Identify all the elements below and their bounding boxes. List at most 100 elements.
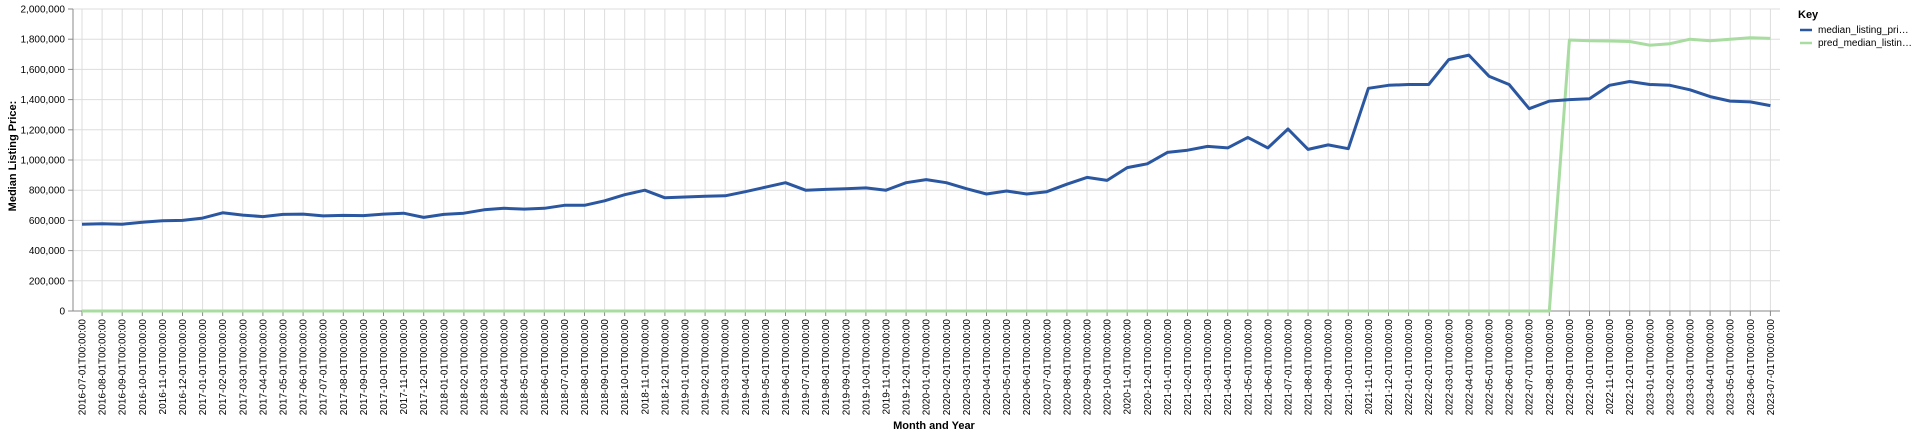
x-tick-label: 2021-02-01T00:00:00 xyxy=(1183,319,1194,416)
x-tick-label: 2016-08-01T00:00:00 xyxy=(98,319,109,416)
y-tick-label: 200,000 xyxy=(29,276,66,287)
y-tick-label: 1,200,000 xyxy=(21,125,66,136)
x-tick-label: 2023-04-01T00:00:00 xyxy=(1706,319,1717,416)
series-lines xyxy=(81,36,1771,313)
x-tick-label: 2018-12-01T00:00:00 xyxy=(660,319,671,416)
x-tick-label: 2019-02-01T00:00:00 xyxy=(701,319,712,416)
x-tick-label: 2016-10-01T00:00:00 xyxy=(138,319,149,416)
x-tick-label: 2022-11-01T00:00:00 xyxy=(1605,319,1616,415)
x-tick-label: 2018-05-01T00:00:00 xyxy=(520,319,531,416)
x-tick-label: 2019-04-01T00:00:00 xyxy=(741,319,752,416)
x-tick-label: 2017-03-01T00:00:00 xyxy=(238,319,249,416)
x-tick-label: 2021-11-01T00:00:00 xyxy=(1364,319,1375,415)
x-tick-label: 2022-10-01T00:00:00 xyxy=(1585,319,1596,416)
x-tick-label: 2021-09-01T00:00:00 xyxy=(1324,319,1335,416)
x-tick-label: 2020-12-01T00:00:00 xyxy=(1143,319,1154,416)
x-tick-label: 2020-03-01T00:00:00 xyxy=(962,319,973,416)
legend-label: pred_median_listin… xyxy=(1818,38,1912,49)
x-tick-label: 2019-06-01T00:00:00 xyxy=(781,319,792,416)
x-tick-label: 2023-02-01T00:00:00 xyxy=(1665,319,1676,416)
x-tick-label: 2020-08-01T00:00:00 xyxy=(1062,319,1073,416)
x-tick-label: 2017-07-01T00:00:00 xyxy=(319,319,330,416)
x-tick-label: 2020-07-01T00:00:00 xyxy=(1042,319,1053,416)
x-tick-label: 2022-04-01T00:00:00 xyxy=(1464,319,1475,416)
x-tick-label: 2022-08-01T00:00:00 xyxy=(1545,319,1556,416)
x-tick-label: 2019-09-01T00:00:00 xyxy=(841,319,852,416)
x-tick-label: 2020-04-01T00:00:00 xyxy=(982,319,993,416)
x-tick-label: 2019-12-01T00:00:00 xyxy=(902,319,913,416)
legend-label: median_listing_pri… xyxy=(1818,25,1909,36)
x-tick-label: 2020-11-01T00:00:00 xyxy=(1123,319,1134,415)
x-tick-label: 2021-07-01T00:00:00 xyxy=(1284,319,1295,416)
y-tick-label: 1,600,000 xyxy=(21,65,66,76)
x-tick-label: 2022-02-01T00:00:00 xyxy=(1424,319,1435,416)
x-tick-label: 2020-09-01T00:00:00 xyxy=(1083,319,1094,416)
x-tick-label: 2020-01-01T00:00:00 xyxy=(922,319,933,416)
x-tick-label: 2023-03-01T00:00:00 xyxy=(1686,319,1697,416)
y-tick-label: 1,000,000 xyxy=(21,156,66,167)
x-tick-label: 2023-07-01T00:00:00 xyxy=(1766,319,1777,416)
x-tick-label: 2016-12-01T00:00:00 xyxy=(178,319,189,416)
x-tick-label: 2019-11-01T00:00:00 xyxy=(882,319,893,415)
x-tick-label: 2018-08-01T00:00:00 xyxy=(580,319,591,416)
x-tick-label: 2020-06-01T00:00:00 xyxy=(1022,319,1033,416)
x-tick-label: 2023-01-01T00:00:00 xyxy=(1645,319,1656,416)
x-tick-label: 2021-05-01T00:00:00 xyxy=(1243,319,1254,416)
x-tick-label: 2018-10-01T00:00:00 xyxy=(620,319,631,416)
y-tick-label: 0 xyxy=(59,307,65,318)
x-tick-label: 2021-06-01T00:00:00 xyxy=(1263,319,1274,416)
x-tick-label: 2020-05-01T00:00:00 xyxy=(1002,319,1013,416)
x-tick-label: 2018-03-01T00:00:00 xyxy=(480,319,491,416)
x-tick-label: 2022-09-01T00:00:00 xyxy=(1565,319,1576,416)
x-tick-label: 2020-02-01T00:00:00 xyxy=(942,319,953,416)
x-tick-label: 2016-07-01T00:00:00 xyxy=(78,319,89,416)
y-tick-label: 2,000,000 xyxy=(21,5,66,16)
x-tick-label: 2017-06-01T00:00:00 xyxy=(299,319,310,416)
x-axis-title: Month and Year xyxy=(893,420,975,432)
x-tick-label: 2022-01-01T00:00:00 xyxy=(1404,319,1415,416)
x-tick-label: 2021-10-01T00:00:00 xyxy=(1344,319,1355,416)
x-tick-label: 2022-06-01T00:00:00 xyxy=(1505,319,1516,416)
x-tick-label: 2018-11-01T00:00:00 xyxy=(640,319,651,415)
x-tick-label: 2021-04-01T00:00:00 xyxy=(1223,319,1234,416)
y-tick-label: 1,400,000 xyxy=(21,95,66,106)
x-tick-label: 2021-01-01T00:00:00 xyxy=(1163,319,1174,416)
x-tick-label: 2016-09-01T00:00:00 xyxy=(118,319,129,416)
y-axis-title: Median Listing Price: xyxy=(7,101,19,212)
x-tick-label: 2022-07-01T00:00:00 xyxy=(1525,319,1536,416)
x-tick-label: 2023-06-01T00:00:00 xyxy=(1746,319,1757,416)
x-tick-label: 2018-06-01T00:00:00 xyxy=(540,319,551,416)
x-tick-label: 2018-09-01T00:00:00 xyxy=(600,319,611,416)
x-tick-label: 2019-07-01T00:00:00 xyxy=(801,319,812,416)
x-tick-label: 2023-05-01T00:00:00 xyxy=(1726,319,1737,416)
x-tick-label: 2019-10-01T00:00:00 xyxy=(861,319,872,416)
x-tick-label: 2017-01-01T00:00:00 xyxy=(198,319,209,416)
x-tick-label: 2021-12-01T00:00:00 xyxy=(1384,319,1395,416)
x-tick-label: 2017-08-01T00:00:00 xyxy=(339,319,350,416)
x-tick-label: 2018-02-01T00:00:00 xyxy=(459,319,470,416)
x-tick-label: 2017-04-01T00:00:00 xyxy=(258,319,269,416)
y-tick-label: 600,000 xyxy=(29,216,66,227)
x-tick-label: 2019-01-01T00:00:00 xyxy=(681,319,692,416)
x-tick-label: 2017-11-01T00:00:00 xyxy=(399,319,410,415)
x-tick-label: 2019-08-01T00:00:00 xyxy=(821,319,832,416)
x-tick-label: 2016-11-01T00:00:00 xyxy=(158,319,169,415)
series-line-pred-median-listing-price xyxy=(82,36,1771,313)
grid-lines xyxy=(73,8,1780,312)
x-tick-label: 2017-12-01T00:00:00 xyxy=(419,319,430,416)
x-tick-label: 2018-01-01T00:00:00 xyxy=(439,319,450,416)
x-tick-label: 2020-10-01T00:00:00 xyxy=(1103,319,1114,416)
series-line-median-listing-price xyxy=(81,53,1771,226)
x-tick-label: 2017-05-01T00:00:00 xyxy=(279,319,290,416)
x-tick-label: 2017-09-01T00:00:00 xyxy=(359,319,370,416)
x-tick-label: 2021-03-01T00:00:00 xyxy=(1203,319,1214,416)
legend: Key median_listing_pri… pred_median_listi… xyxy=(1798,9,1912,49)
y-tick-label: 1,800,000 xyxy=(21,35,66,46)
y-tick-label: 400,000 xyxy=(29,246,66,257)
legend-title: Key xyxy=(1798,9,1819,21)
x-tick-label: 2018-07-01T00:00:00 xyxy=(560,319,571,416)
x-tick-label: 2019-05-01T00:00:00 xyxy=(761,319,772,416)
x-tick-label: 2022-05-01T00:00:00 xyxy=(1485,319,1496,416)
